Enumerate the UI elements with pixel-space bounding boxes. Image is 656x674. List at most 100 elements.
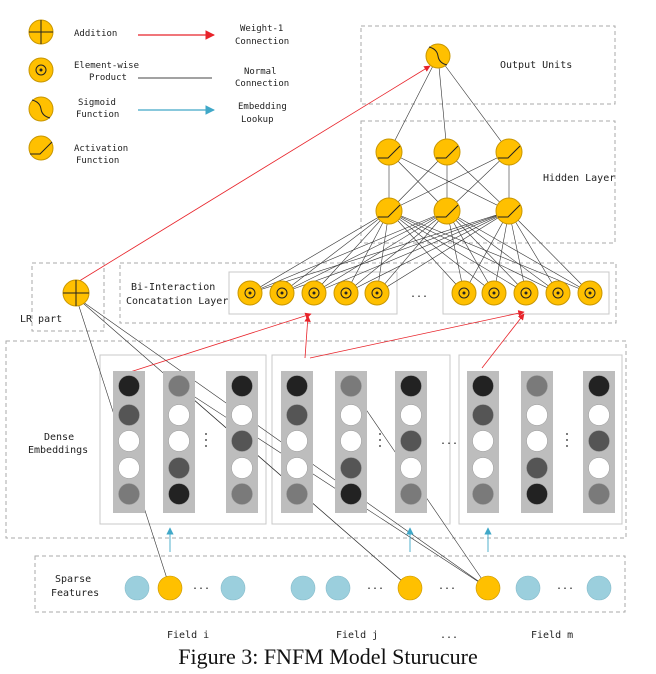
embedding-unit: [588, 375, 610, 397]
legend-sigmoid-label-2: Function: [76, 110, 119, 120]
hidden-hidden-edge: [388, 151, 510, 212]
embedding-unit: [168, 457, 190, 479]
hidden-product-edge: [508, 210, 591, 294]
product-ellipsis: ...: [410, 289, 428, 300]
embedding-unit: [231, 404, 253, 426]
embedding-unit: [118, 404, 140, 426]
legend-normal-label-1: Normal: [244, 67, 277, 77]
field-j-label: Field j: [336, 630, 378, 641]
hidden-product-edge: [249, 210, 390, 294]
embedding-unit: [168, 430, 190, 452]
embedding-unit: [472, 404, 494, 426]
embedding-unit: [472, 375, 494, 397]
lr-to-output-edge: [75, 65, 431, 284]
embedding-unit: [340, 375, 362, 397]
element-wise-product-icon: [276, 287, 288, 299]
embedding-unit: [286, 430, 308, 452]
activation-icon: [498, 145, 521, 159]
embedding-unit: [526, 457, 548, 479]
element-wise-product-icon: [520, 287, 532, 299]
hidden-hidden-edge: [446, 151, 510, 212]
product-dot: [462, 291, 466, 295]
embedding-unit: [340, 483, 362, 505]
activation-icon: [378, 145, 401, 159]
element-wise-product-icon: [340, 287, 352, 299]
embedding-unit: [231, 457, 253, 479]
activation-icon: [436, 145, 459, 159]
dense-ellipsis: ...: [440, 436, 458, 447]
hidden-product-edge: [446, 210, 465, 294]
field-i-product-edge: [129, 312, 312, 373]
embedding-unit: [231, 483, 253, 505]
bi-interaction-label-1: Bi-Interaction: [131, 282, 215, 293]
embedding-crossing-edge: [177, 385, 489, 589]
embedding-unit: [526, 375, 548, 397]
element-wise-product-icon: [458, 287, 470, 299]
field-i-label: Field i: [167, 630, 209, 641]
hidden-unit-node: [375, 138, 403, 166]
hidden-layer-box: [360, 120, 616, 244]
embedding-unit: [168, 375, 190, 397]
embedding-unit: [472, 483, 494, 505]
hidden-unit-node: [495, 138, 523, 166]
hidden-unit-node: [375, 197, 403, 225]
embedding-unit: [526, 483, 548, 505]
activation-icon: [378, 204, 401, 218]
embedding-lookups: [166, 527, 492, 552]
hidden-product-edge: [281, 210, 390, 294]
dense-vertical-dots: [205, 433, 568, 447]
dense-group-m-box: [458, 354, 623, 525]
field-j-product-edge: [304, 315, 311, 359]
hidden-product-edge: [446, 210, 591, 294]
bi-interaction-layer: [237, 280, 603, 306]
output-hidden-edge: [388, 55, 439, 153]
hidden-layer: [375, 138, 523, 225]
embedding-unit: [400, 483, 422, 505]
product-dot: [556, 291, 560, 295]
hidden-product-edge: [508, 210, 559, 294]
sparse-feature-active: [157, 575, 183, 601]
product-dot: [280, 291, 284, 295]
hidden-product-edge: [376, 210, 390, 294]
legend-activation-label-2: Function: [76, 156, 119, 166]
hidden-product-edge: [281, 210, 510, 294]
embedding-unit: [118, 430, 140, 452]
dense-embedding-columns: [113, 371, 615, 513]
sparse-feature-active: [475, 575, 501, 601]
product-group-right-box: [442, 271, 610, 315]
embedding-unit: [340, 457, 362, 479]
output-units-label: Output Units: [500, 60, 572, 71]
embedding-unit: [472, 457, 494, 479]
hidden-product-edge: [281, 210, 448, 294]
element-wise-product-icon: [308, 287, 320, 299]
sigmoid-icon: [428, 46, 448, 66]
hidden-product-edge: [446, 210, 495, 294]
sparse-label-2: Features: [51, 588, 99, 599]
hidden-unit-node: [433, 197, 461, 225]
legend: Addition Element-wise Product Sigmoid Fu…: [28, 19, 289, 166]
sparse-feature-nodes: [124, 575, 612, 601]
embedding-unit: [526, 430, 548, 452]
product-dot: [524, 291, 528, 295]
legend-sigmoid-label-1: Sigmoid: [78, 98, 116, 108]
activation-icon: [498, 204, 521, 218]
dense-label-1: Dense: [44, 432, 74, 443]
field-m-product-edge: [481, 313, 525, 369]
element-wise-product-icon: [488, 287, 500, 299]
hidden-product-edge: [388, 210, 465, 294]
lr-part: [62, 279, 90, 307]
legend-normal-label-2: Connection: [235, 79, 289, 89]
output-hidden-edge: [437, 55, 448, 153]
lr-part-box: [31, 262, 105, 332]
hidden-product-edge: [508, 210, 527, 294]
hidden-product-edge: [345, 210, 390, 294]
sparse-ellipsis-i: ...: [192, 581, 210, 592]
legend-product-label-1: Element-wise: [74, 61, 139, 71]
bi-interaction-box: [119, 262, 617, 324]
dense-group-j-box: [271, 354, 451, 525]
output-hidden-edge: [437, 55, 510, 153]
sparse-feature: [220, 575, 246, 601]
embedding-unit: [588, 430, 610, 452]
sparse-feature: [290, 575, 316, 601]
dense-label-2: Embeddings: [28, 445, 88, 456]
